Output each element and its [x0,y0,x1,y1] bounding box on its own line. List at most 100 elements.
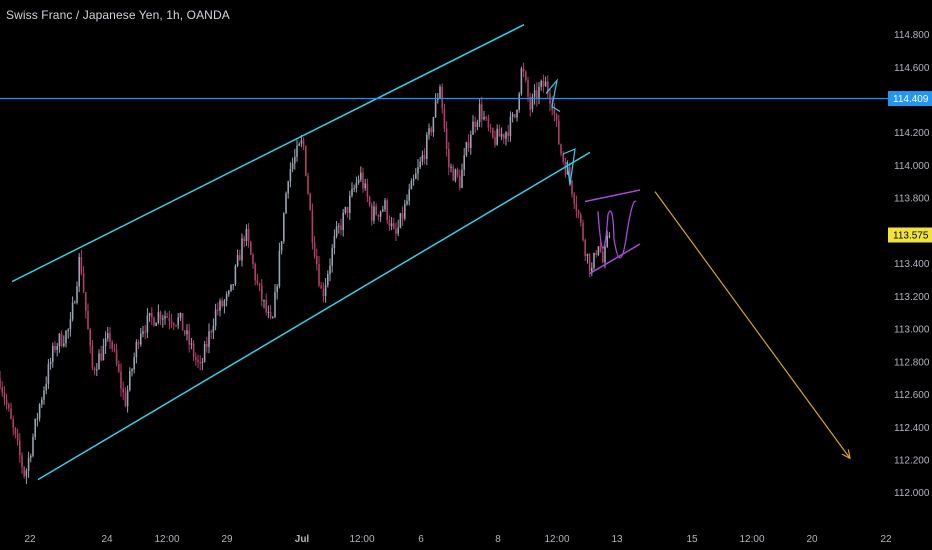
candle-body [256,280,259,284]
candle-body [250,241,252,255]
candle-body [177,317,179,326]
candle-body [10,408,12,420]
candle-body [80,257,83,274]
candle-body [558,120,560,145]
candle-body [375,206,377,215]
pattern-lower-line[interactable] [589,243,641,275]
candle-body [52,345,54,362]
candle-body [335,226,338,236]
candle-body [135,342,138,358]
candle-body [318,264,320,286]
candle-body [1,387,3,393]
candle-body [19,440,21,456]
candle-body [232,284,234,286]
candle-body [30,455,32,458]
candle-body [553,110,556,114]
candle-body [241,238,243,261]
candle-body [157,312,160,323]
candle-body [122,388,124,393]
candle-body [481,104,483,120]
drawings-group [0,24,888,481]
candle-body [254,264,256,281]
y-tick-label: 112.600 [894,390,930,401]
channel-upper-line[interactable] [11,24,525,283]
candle-body [346,206,349,213]
time-axis[interactable]: 22 24 12:00 29 Jul 12:00 6 8 12:00 13 15 12:00 20 22 [24,534,892,545]
candle-body [542,80,545,87]
candle-body [406,200,408,205]
candle-body [463,155,465,170]
candle-body [166,316,168,318]
y-tick-label: 113.000 [894,325,930,336]
candle-body [393,223,395,229]
candle-body [439,86,441,98]
candle-body [311,210,314,243]
candle-body [362,172,364,189]
candle-body [371,205,373,221]
price-axis[interactable]: 114.800 114.600 114.200 114.000 113.800 113.4… [894,30,930,499]
candle-body [498,128,501,137]
candle-body [133,357,135,370]
candle-body [441,86,443,109]
candle-body [509,116,512,137]
channel-lower-line[interactable] [37,151,591,481]
candle-body [313,242,316,257]
candle-body [278,250,281,287]
projection-arrow-head [841,449,851,460]
candle-body [126,390,129,407]
candle-body [124,392,127,407]
candle-body [203,343,206,362]
candle-body [586,253,589,256]
candle-body [379,211,382,217]
candle-body [219,300,221,311]
candle-body [608,235,611,237]
candle-body [225,294,228,301]
candle-body [54,345,56,350]
candle-body [212,325,215,333]
candle-body [111,341,113,349]
candle-body [21,455,23,468]
candle-body [461,169,463,189]
x-tick-label: 12:00 [739,534,764,545]
candle-body [366,183,369,198]
candle-body [368,197,371,206]
candle-body [357,179,360,183]
candle-body [505,132,507,139]
x-tick-label: 20 [806,534,818,545]
price-tags: 114.409 113.575 [888,91,932,243]
candle-body [206,343,208,347]
candle-body [538,86,540,99]
y-tick-label: 114.200 [894,128,930,139]
candle-body [113,348,116,350]
candle-body [340,225,342,231]
candle-body [252,254,254,265]
candle-body [597,246,600,255]
x-tick-label: 12:00 [349,534,374,545]
candle-body [274,291,276,318]
candle-body [49,361,52,365]
x-tick-label: 22 [24,534,36,545]
candle-body [450,166,452,168]
candle-body [76,286,78,303]
candle-body [236,255,239,266]
candle-body [316,256,318,265]
candle-body [483,116,485,120]
candle-body [267,311,270,313]
candle-body [527,80,529,98]
projection-arrow-line[interactable] [654,191,851,459]
candle-body [355,182,358,189]
candle-body [43,390,45,400]
candle-body [129,371,131,391]
candle-body [276,286,278,292]
candle-body [404,204,406,219]
flag-marker-upper [545,78,561,112]
candle-body [25,470,28,477]
candle-body [390,223,393,227]
candle-body [503,134,505,139]
candle-body [109,333,111,342]
candle-body [333,235,336,249]
pattern-upper-line[interactable] [584,189,641,203]
candle-body [569,166,571,181]
candle-body [489,127,492,129]
